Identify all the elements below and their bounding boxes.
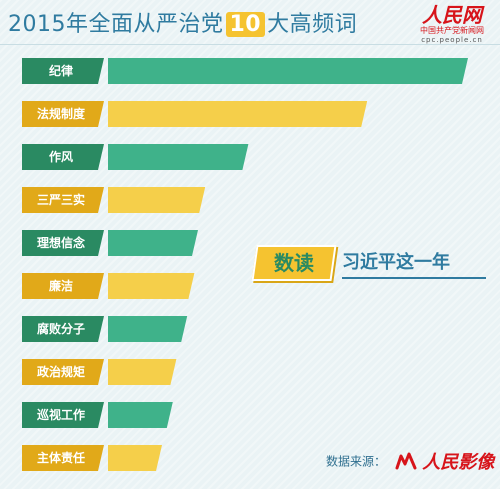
bar: [108, 230, 198, 256]
people-daily-logo: 人民网 中国共产党新闻网 cpc.people.cn: [420, 4, 484, 45]
bar-group: 作风: [22, 144, 249, 170]
bar-group: 理想信念: [22, 230, 198, 256]
title-suffix: 大高频词: [267, 12, 358, 37]
bar-label-tab: [22, 144, 104, 170]
category-label: 巡视工作: [37, 407, 85, 422]
source-brand-icon: [395, 452, 417, 470]
bar: [108, 359, 177, 385]
bar: [108, 273, 195, 299]
data-source: 数据来源： 人民影像: [326, 448, 494, 474]
bar: [108, 445, 162, 471]
promo-badge-text: 数读: [274, 251, 314, 275]
bar: [108, 316, 188, 342]
bar-label-tab: [22, 101, 104, 127]
bar-label-tab: [22, 402, 104, 428]
bar: [108, 187, 206, 213]
bar-group: 主体责任: [22, 445, 162, 471]
bar-label-tab: [22, 359, 104, 385]
title-number-badge: 10: [225, 12, 266, 37]
category-label: 理想信念: [37, 235, 85, 250]
bar-group: 政治规矩: [22, 359, 177, 385]
bar-label-tab: [22, 187, 104, 213]
category-label: 法规制度: [37, 106, 86, 121]
category-label: 廉洁: [49, 278, 73, 293]
title-prefix: 2015年全面从严治党: [8, 12, 224, 37]
promo-text: 习近平这一年: [342, 252, 450, 273]
bar-group: 廉洁: [22, 273, 195, 299]
bar-label-tab: [22, 445, 104, 471]
category-label: 纪律: [49, 63, 73, 78]
logo-name: 人民网: [422, 3, 482, 27]
bar: [108, 402, 173, 428]
source-name: 人民影像: [422, 452, 495, 473]
logo-subtitle: 中国共产党新闻网: [420, 26, 484, 35]
promo-underline: [342, 277, 486, 279]
category-label: 主体责任: [37, 450, 85, 465]
category-label: 作风: [49, 149, 73, 164]
bar: [108, 101, 368, 127]
bar-label-tab: [22, 230, 104, 256]
bar: [108, 58, 468, 84]
category-label: 腐败分子: [37, 321, 85, 336]
bar-group: 腐败分子: [22, 316, 188, 342]
bar: [108, 144, 249, 170]
header-divider: [0, 44, 500, 45]
bar-label-tab: [22, 273, 104, 299]
bar-group: 法规制度: [22, 101, 368, 127]
logo-url: cpc.people.cn: [421, 36, 483, 44]
bar-group: 三严三实: [22, 187, 206, 213]
promo-badge: 数读: [251, 245, 337, 281]
category-label: 政治规矩: [37, 364, 85, 379]
bar-label-tab: [22, 316, 104, 342]
bar-group: 纪律: [22, 58, 468, 84]
category-label: 三严三实: [37, 192, 85, 207]
chart-title: 2015年全面从严治党 10 大高频词: [8, 6, 357, 38]
source-label: 数据来源：: [326, 454, 387, 469]
bar-group: 巡视工作: [22, 402, 173, 428]
bar-label-tab: [22, 58, 104, 84]
promo-banner[interactable]: 数读 习近平这一年: [251, 245, 486, 285]
